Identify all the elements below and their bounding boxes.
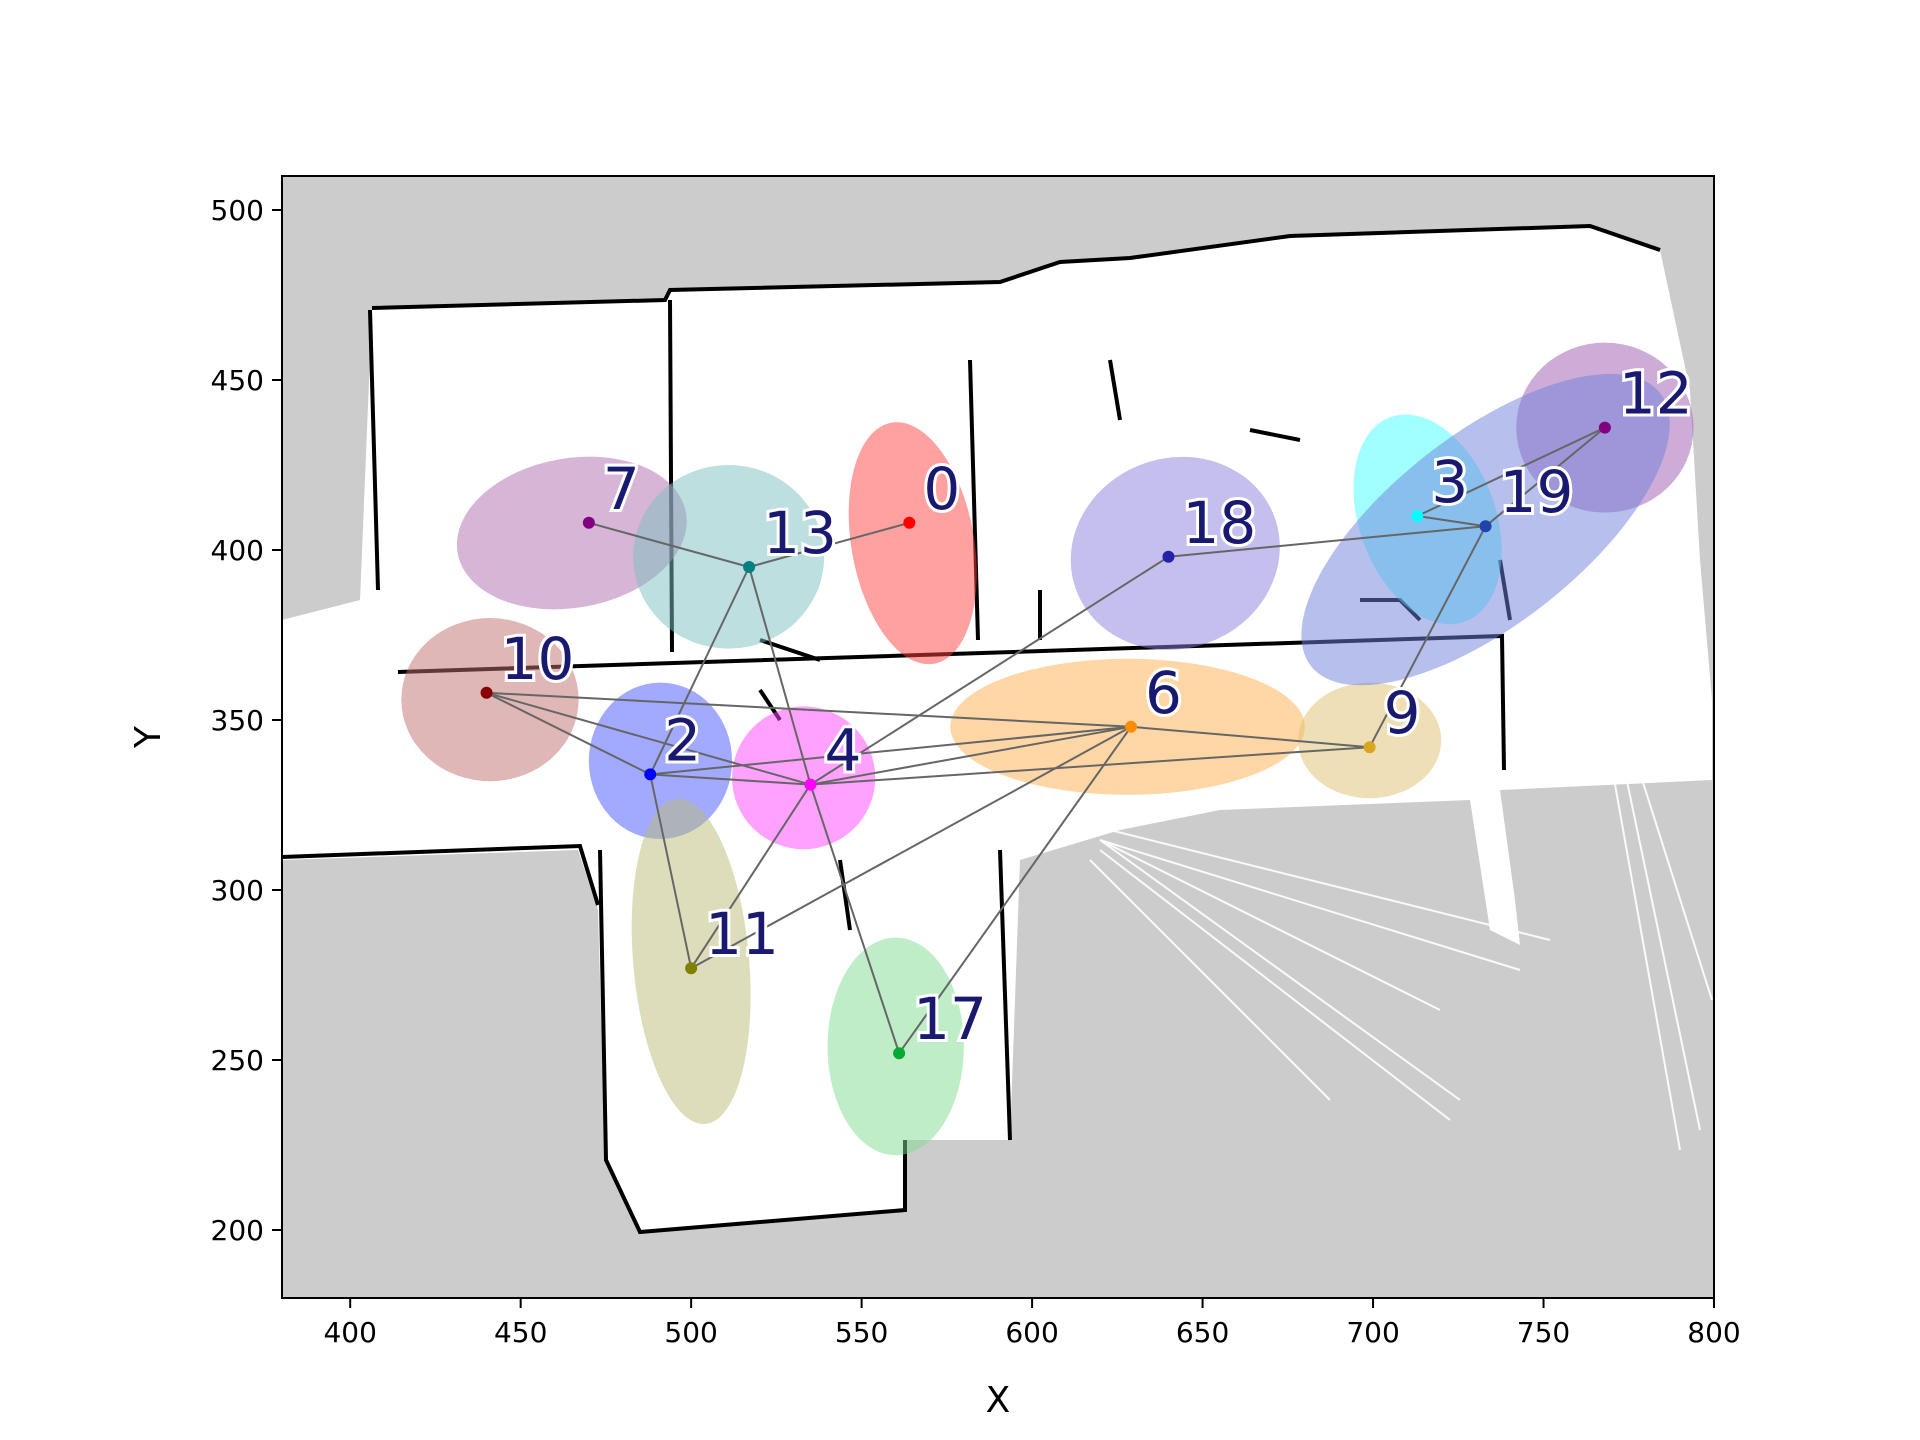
edge-10-6 bbox=[486, 691, 1132, 728]
cluster-ellipse-11 bbox=[631, 798, 751, 1125]
x-tick-label: 650 bbox=[1176, 1316, 1229, 1349]
graph-nodes bbox=[480, 421, 1611, 1060]
edge-2-11 bbox=[649, 774, 693, 969]
node-point-19 bbox=[1479, 520, 1492, 533]
x-tick-label: 700 bbox=[1346, 1316, 1399, 1349]
x-axis-label: X bbox=[986, 1380, 1011, 1421]
edge-4-11 bbox=[690, 784, 812, 969]
node-label-10: 10 bbox=[501, 625, 575, 693]
cluster-ellipse-18 bbox=[1070, 456, 1280, 650]
node-point-3 bbox=[1411, 510, 1424, 522]
edge-13-4 bbox=[748, 566, 812, 785]
cluster-ellipse-17 bbox=[827, 937, 964, 1156]
y-axis-label: Y bbox=[128, 725, 169, 749]
node-point-18 bbox=[1162, 550, 1175, 563]
node-point-0 bbox=[903, 516, 916, 529]
y-axis-ticks: 200 250 300 350 400 450 500 bbox=[211, 194, 282, 1247]
y-tick-label: 250 bbox=[211, 1044, 264, 1077]
x-axis-ticks: 400 450 500 550 600 650 700 750 800 bbox=[323, 1298, 1741, 1349]
node-label-6: 6 bbox=[1145, 659, 1182, 727]
x-tick-label: 800 bbox=[1687, 1316, 1740, 1349]
edge-4-6 bbox=[810, 725, 1132, 786]
edge-3-19 bbox=[1417, 515, 1486, 528]
node-label-4: 4 bbox=[824, 717, 861, 785]
laser-rays bbox=[1089, 699, 1713, 1151]
plot-frame bbox=[281, 175, 1715, 1299]
edge-10-4 bbox=[486, 691, 811, 786]
wall-lines bbox=[282, 223, 1661, 1235]
edge-4-9 bbox=[810, 746, 1370, 786]
edge-6-11 bbox=[690, 725, 1132, 970]
node-label-2: 2 bbox=[664, 706, 701, 774]
node-point-11 bbox=[685, 962, 698, 975]
edge-2-4 bbox=[650, 773, 811, 786]
edge-19-12 bbox=[1484, 426, 1606, 527]
edge-3-12 bbox=[1416, 426, 1606, 517]
edge-7-13 bbox=[588, 521, 750, 568]
graph-edges bbox=[486, 426, 1606, 1054]
x-tick-label: 450 bbox=[494, 1316, 547, 1349]
y-tick-label: 300 bbox=[211, 874, 264, 907]
node-point-6 bbox=[1124, 720, 1137, 733]
node-labels: 0 2 3 4 6 9 7 10 11 12 13 17 18 19 bbox=[498, 357, 1696, 1057]
node-label-9: 9 bbox=[1384, 679, 1421, 747]
edge-4-17 bbox=[809, 784, 901, 1054]
edge-13-0 bbox=[748, 521, 910, 568]
x-tick-label: 500 bbox=[664, 1316, 717, 1349]
cluster-ellipses bbox=[401, 342, 1694, 1156]
node-label-0: 0 bbox=[923, 455, 960, 523]
node-point-7 bbox=[582, 516, 595, 529]
node-label-7: 7 bbox=[603, 455, 640, 523]
cluster-ellipse-9 bbox=[1298, 682, 1442, 799]
edge-4-18 bbox=[809, 555, 1170, 786]
edge-6-9 bbox=[1130, 725, 1370, 749]
node-label-17: 17 bbox=[913, 985, 987, 1053]
node-label-18: 18 bbox=[1182, 489, 1256, 557]
node-point-4 bbox=[804, 778, 817, 791]
y-tick-label: 450 bbox=[211, 364, 264, 397]
y-tick-label: 200 bbox=[211, 1214, 264, 1247]
edge-6-17 bbox=[898, 726, 1132, 1054]
y-tick-label: 500 bbox=[211, 194, 264, 227]
edge-9-19 bbox=[1368, 525, 1487, 748]
node-label-11: 11 bbox=[705, 900, 779, 968]
node-point-9 bbox=[1363, 741, 1376, 754]
node-label-12: 12 bbox=[1619, 360, 1693, 428]
edge-13-2 bbox=[649, 566, 751, 775]
node-label-3: 3 bbox=[1431, 448, 1468, 516]
edge-18-19 bbox=[1168, 525, 1486, 558]
node-label-13: 13 bbox=[763, 499, 837, 567]
x-tick-label: 400 bbox=[323, 1316, 376, 1349]
node-point-10 bbox=[480, 686, 493, 699]
edge-2-6 bbox=[650, 725, 1132, 776]
x-tick-label: 550 bbox=[835, 1316, 888, 1349]
node-point-2 bbox=[644, 768, 657, 781]
x-tick-label: 600 bbox=[1005, 1316, 1058, 1349]
cluster-ellipse-10 bbox=[401, 618, 579, 782]
cluster-ellipse-13 bbox=[633, 465, 825, 649]
node-point-17 bbox=[893, 1047, 906, 1060]
node-label-19: 19 bbox=[1500, 458, 1574, 526]
node-point-12 bbox=[1598, 421, 1611, 434]
y-tick-label: 350 bbox=[211, 704, 264, 737]
edge-10-2 bbox=[486, 691, 651, 776]
x-tick-label: 750 bbox=[1517, 1316, 1570, 1349]
cluster-ellipse-7 bbox=[456, 456, 687, 610]
cluster-ellipse-0 bbox=[848, 422, 977, 665]
cluster-ellipse-4 bbox=[732, 706, 876, 850]
y-tick-label: 400 bbox=[211, 534, 264, 567]
node-point-13 bbox=[743, 561, 756, 573]
cluster-ellipse-2 bbox=[588, 682, 733, 839]
